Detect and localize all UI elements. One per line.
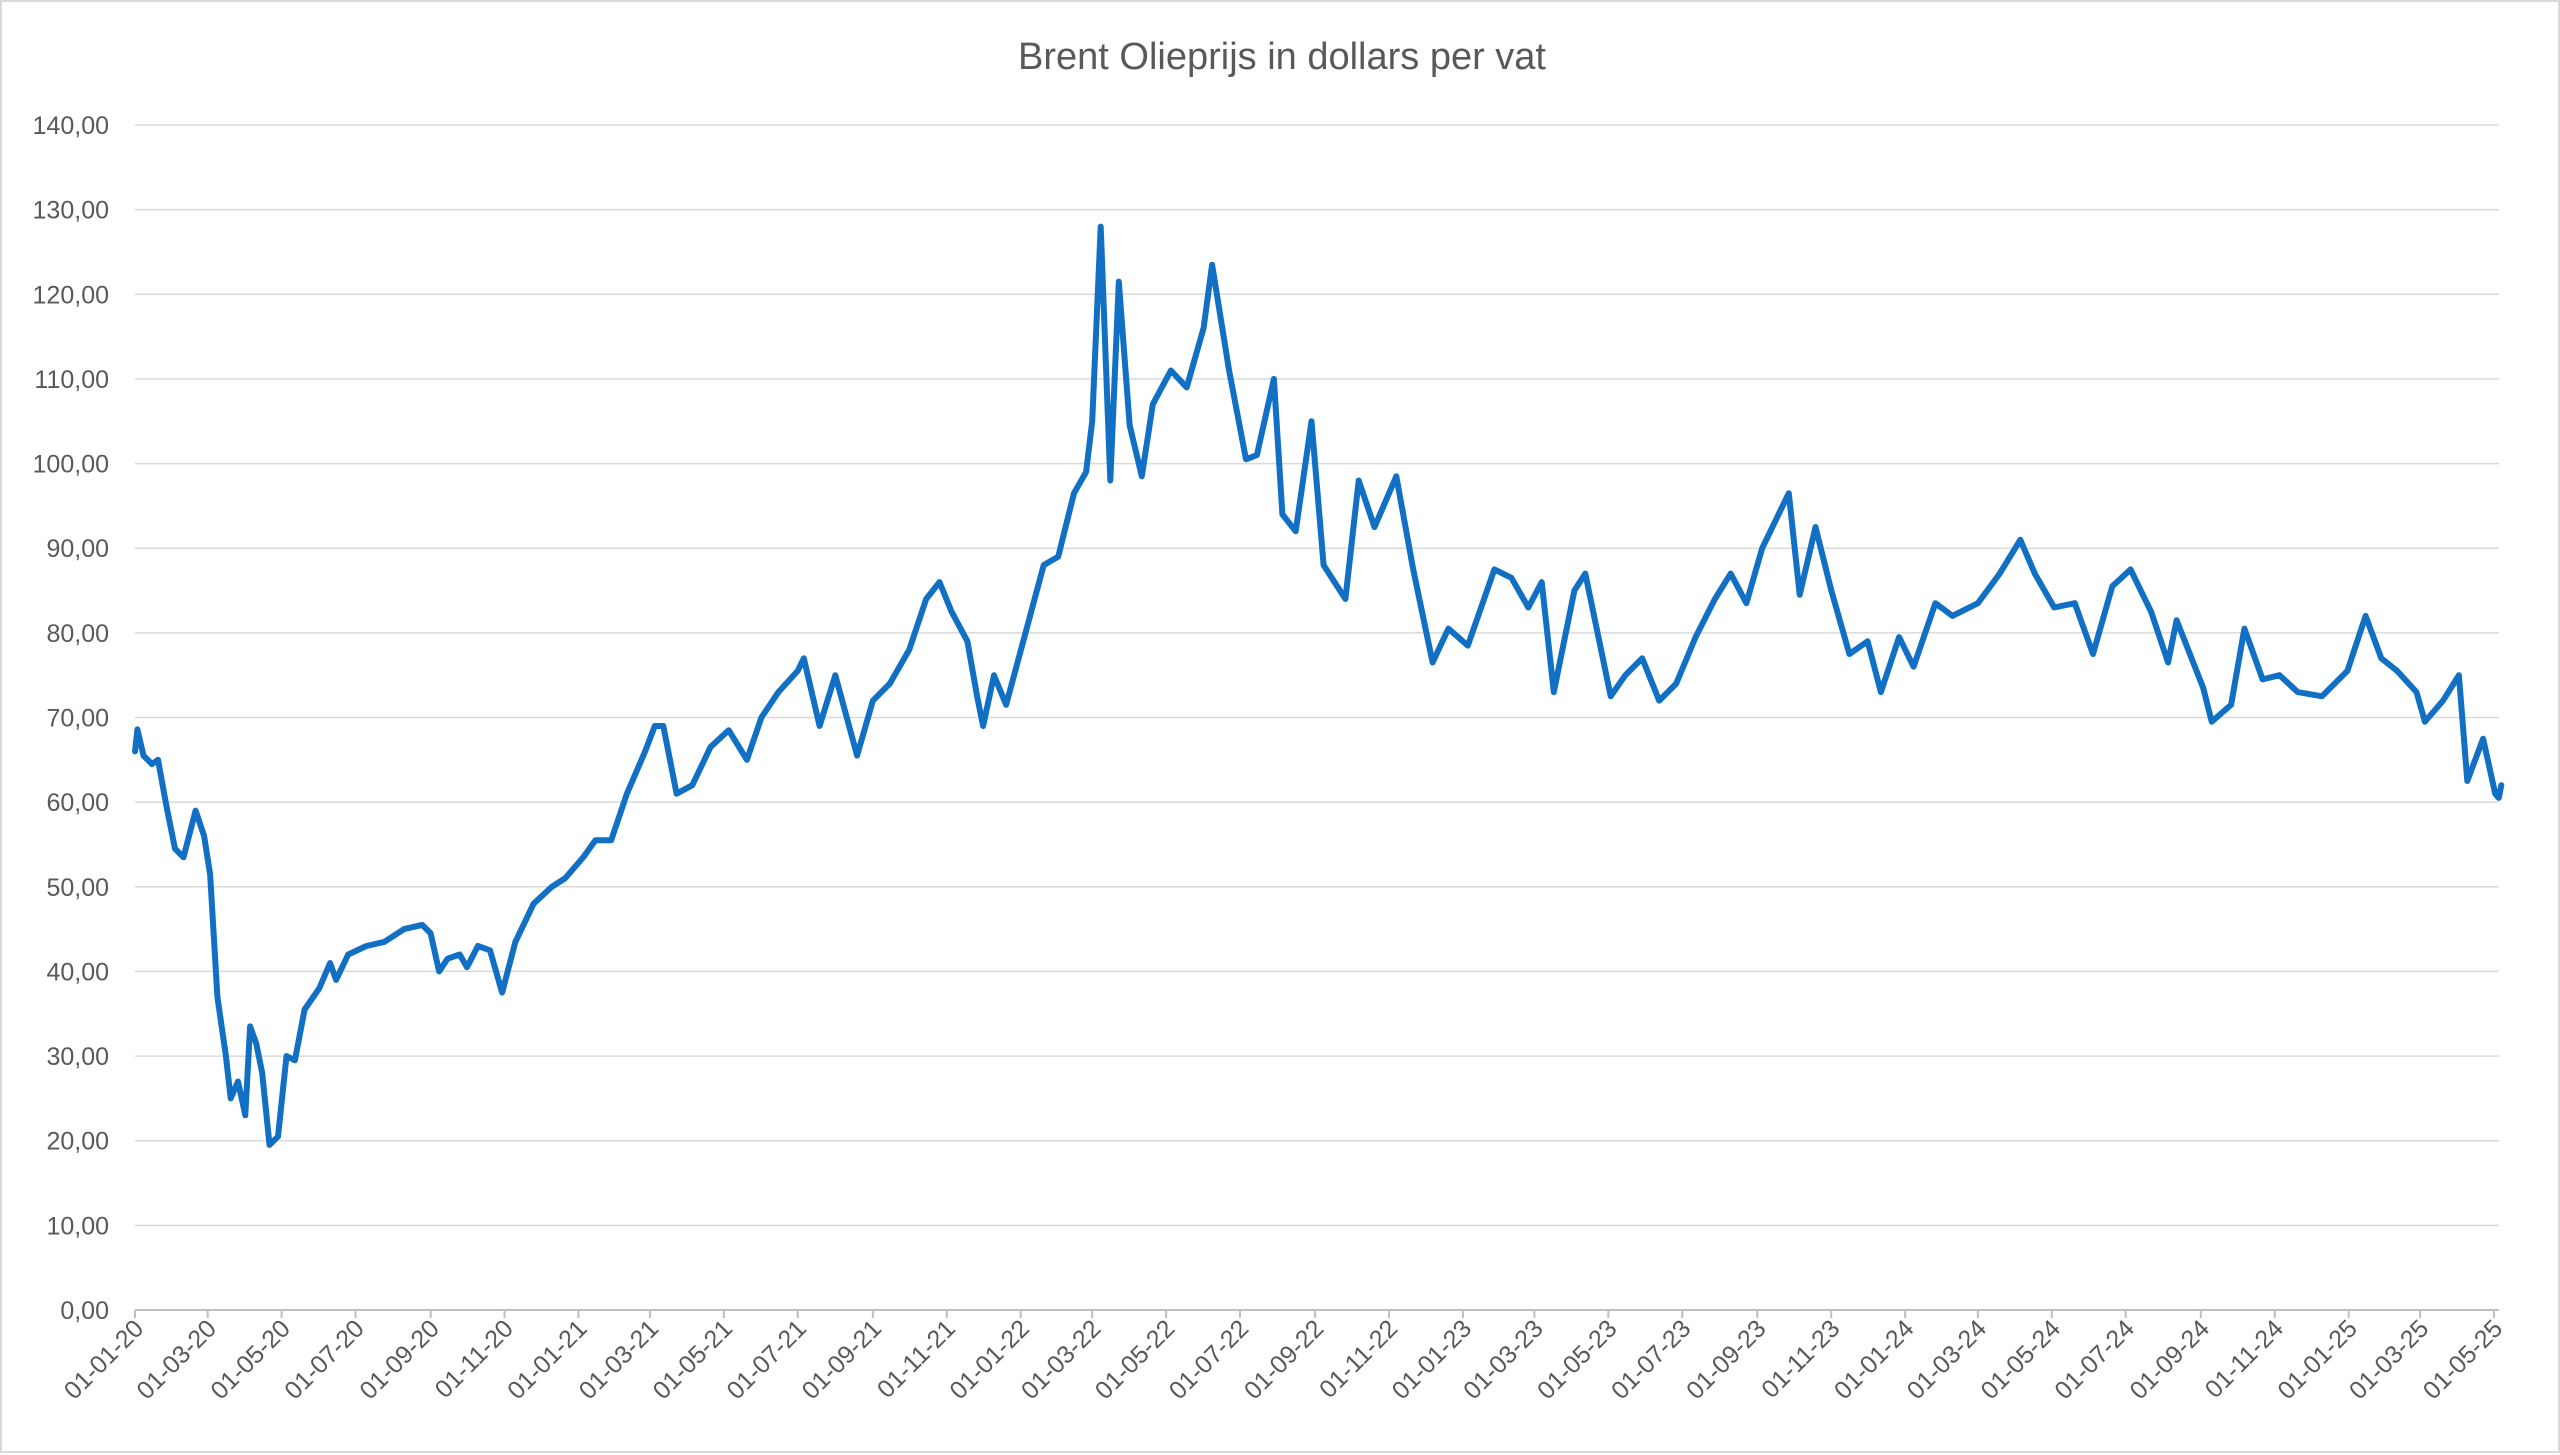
y-tick-label: 140,00 [33,112,109,140]
x-tick-label: 01-03-20 [131,1314,222,1405]
x-tick-label: 01-09-22 [1239,1314,1330,1405]
series-layer [132,223,2505,1148]
y-tick-label: 0,00 [60,1297,109,1325]
x-tick-label: 01-07-23 [1606,1314,1697,1405]
y-tick-label: 70,00 [46,705,109,733]
x-tick-label: 01-05-24 [1975,1314,2066,1405]
y-axis-labels: 0,00 10,00 20,00 30,00 40,00 50,00 60,00 70,00 8… [33,112,109,1325]
x-tick-label: 01-01-24 [1829,1314,1920,1405]
x-tick-label: 01-07-24 [2049,1314,2140,1405]
x-tick-label: 01-07-20 [279,1314,370,1405]
y-tick-label: 80,00 [46,620,109,648]
y-tick-label: 60,00 [46,789,109,817]
y-tick-label: 10,00 [46,1212,109,1240]
x-tick-label: 01-11-22 [1314,1314,1403,1403]
y-tick-label: 90,00 [46,535,109,563]
x-tick-label: 01-09-21 [797,1314,888,1405]
x-tick-label: 01-03-22 [1016,1314,1107,1405]
y-tick-label: 100,00 [33,451,109,479]
x-axis [134,1309,2499,1318]
y-tick-label: 30,00 [46,1043,109,1071]
x-tick-label: 01-11-24 [2200,1314,2289,1403]
series-line [132,223,2505,1148]
x-tick-label: 01-11-21 [872,1314,961,1403]
x-tick-label: 01-03-25 [2344,1314,2435,1405]
x-tick-label: 01-09-23 [1681,1314,1772,1405]
y-tick-label: 50,00 [46,874,109,902]
x-tick-label: 01-03-23 [1458,1314,1549,1405]
x-tick-label: 01-11-20 [430,1314,519,1403]
y-tick-label: 40,00 [46,958,109,986]
y-tick-label: 110,00 [34,366,109,394]
gridlines [135,124,2499,1227]
x-tick-label: 01-05-25 [2418,1314,2509,1405]
x-tick-label: 01-05-23 [1532,1314,1623,1405]
x-tick-label: 01-09-20 [354,1314,445,1405]
x-tick-label: 01-03-24 [1902,1314,1993,1405]
y-tick-label: 130,00 [33,197,109,225]
y-tick-label: 120,00 [33,281,109,309]
x-tick-label: 01-09-24 [2124,1314,2215,1405]
x-axis-labels: 01-01-2001-03-2001-05-2001-07-2001-09-20… [59,1314,2509,1405]
x-tick-label: 01-05-20 [205,1314,296,1405]
x-tick-label: 01-11-23 [1756,1314,1845,1403]
x-tick-label: 01-01-20 [59,1314,150,1405]
x-tick-label: 01-03-21 [574,1314,665,1405]
chart-title: Brent Olieprijs in dollars per vat [1018,36,1546,78]
x-tick-label: 01-05-22 [1090,1314,1181,1405]
x-tick-label: 01-05-21 [648,1314,739,1405]
x-tick-label: 01-07-21 [721,1314,812,1405]
y-tick-label: 20,00 [46,1128,109,1156]
x-tick-label: 01-07-22 [1164,1314,1255,1405]
